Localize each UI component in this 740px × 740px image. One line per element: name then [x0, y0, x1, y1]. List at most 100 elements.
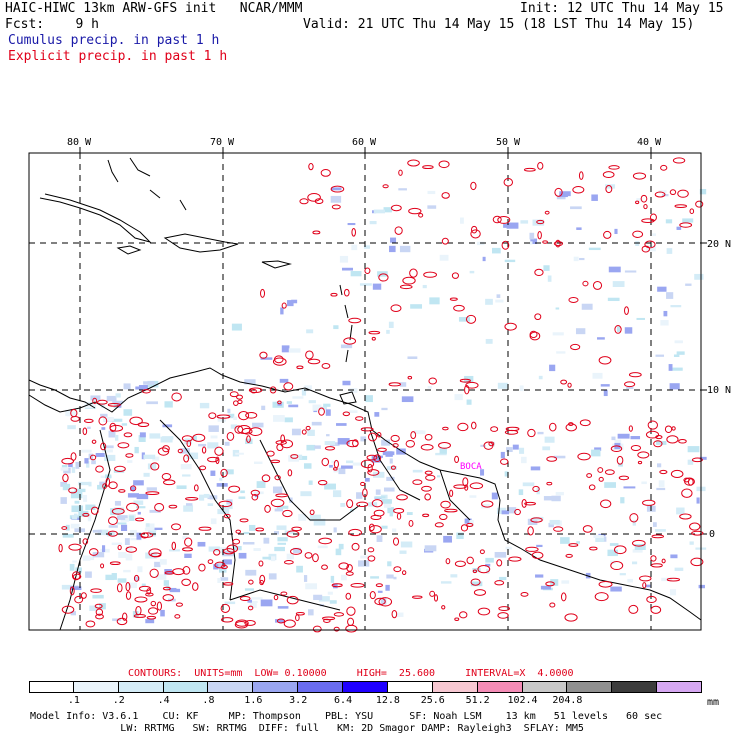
- cumulus-cell: [669, 589, 677, 596]
- cumulus-cell: [392, 528, 397, 533]
- cumulus-cell: [460, 217, 464, 224]
- cumulus-cell: [347, 223, 356, 226]
- explicit-contour: [90, 588, 102, 593]
- explicit-contour: [331, 204, 341, 210]
- cumulus-cell: [74, 513, 78, 517]
- explicit-contour: [496, 559, 503, 567]
- cumulus-cell: [208, 425, 219, 432]
- cumulus-cell: [506, 447, 513, 452]
- cumulus-cell: [547, 275, 552, 282]
- cumulus-cell: [507, 507, 517, 514]
- cumulus-cell: [652, 233, 656, 236]
- cumulus-cell: [182, 474, 191, 477]
- cumulus-cell: [321, 406, 328, 410]
- cumulus-cell: [208, 546, 220, 552]
- cumulus-cell: [413, 430, 424, 434]
- explicit-contour: [201, 446, 207, 454]
- cumulus-cell: [492, 247, 501, 254]
- cumulus-cell: [311, 421, 322, 426]
- explicit-contour: [565, 423, 577, 432]
- cumulus-cell: [128, 515, 135, 521]
- contours-info: CONTOURS: UNITS=mm LOW= 0.10000 HIGH= 25…: [128, 668, 574, 679]
- cumulus-cell: [308, 400, 316, 404]
- cumulus-cell: [356, 492, 363, 499]
- explicit-contour: [236, 394, 244, 400]
- coastline-segment: [439, 469, 471, 521]
- explicit-contour: [368, 523, 375, 532]
- cumulus-cell: [112, 418, 123, 422]
- cumulus-cell: [666, 248, 673, 254]
- explicit-contour: [666, 435, 679, 444]
- cumulus-cell: [519, 447, 525, 454]
- explicit-contour: [248, 579, 254, 585]
- cumulus-cell: [666, 292, 674, 299]
- cumulus-cell: [636, 198, 643, 202]
- cumulus-cell: [276, 525, 287, 530]
- cumulus-cell: [504, 259, 516, 263]
- explicit-contour: [604, 469, 615, 475]
- explicit-contour: [149, 568, 159, 578]
- explicit-contour: [529, 331, 541, 341]
- explicit-contour: [318, 537, 333, 545]
- cumulus-cell: [427, 205, 437, 209]
- cumulus-cell: [537, 431, 544, 435]
- cumulus-cell: [92, 552, 105, 558]
- explicit-contour: [150, 462, 160, 471]
- cumulus-cell: [146, 487, 157, 491]
- explicit-contour: [605, 185, 613, 194]
- explicit-contour: [138, 585, 151, 592]
- colorbar-swatch: [118, 681, 164, 693]
- cumulus-cell: [105, 445, 114, 449]
- cumulus-cell: [274, 546, 285, 552]
- explicit-contour: [371, 499, 383, 508]
- explicit-contour: [378, 273, 389, 282]
- cumulus-cell: [331, 187, 342, 191]
- explicit-contour: [171, 523, 182, 531]
- cumulus-cell: [70, 586, 82, 591]
- cumulus-cell: [138, 435, 146, 442]
- explicit-contour: [610, 560, 624, 571]
- explicit-contour: [650, 555, 657, 562]
- explicit-contour: [525, 546, 539, 552]
- explicit-contour: [317, 480, 328, 486]
- cumulus-cell: [576, 227, 582, 230]
- explicit-contour: [146, 588, 152, 595]
- cumulus-cell: [249, 601, 257, 608]
- colorbar-tick-label: 1.6: [244, 695, 263, 706]
- explicit-contour: [95, 465, 104, 473]
- cumulus-cell: [132, 610, 139, 618]
- colorbar-tick-label: 25.6: [420, 695, 445, 706]
- explicit-contour: [422, 513, 430, 518]
- explicit-contour: [677, 189, 689, 198]
- cumulus-cell: [573, 256, 579, 262]
- explicit-contour: [378, 597, 393, 607]
- cumulus-cell: [123, 383, 131, 390]
- explicit-contour: [602, 171, 615, 179]
- explicit-contour: [664, 425, 673, 434]
- explicit-contour: [577, 452, 591, 461]
- explicit-contour: [464, 385, 470, 395]
- cumulus-cell: [372, 471, 385, 478]
- colorbar-swatch: [477, 681, 523, 693]
- explicit-contour: [488, 441, 495, 447]
- cumulus-cell: [500, 451, 505, 459]
- colorbar-tick-label: 12.8: [375, 695, 400, 706]
- cumulus-cell: [301, 389, 307, 396]
- explicit-contour: [237, 425, 251, 435]
- explicit-contour: [650, 605, 662, 614]
- explicit-contour: [163, 479, 176, 486]
- cumulus-cell: [570, 206, 582, 210]
- cumulus-cell: [480, 444, 486, 447]
- explicit-contour: [666, 577, 681, 582]
- colorbar-swatch: [163, 681, 209, 693]
- explicit-contour: [89, 454, 97, 461]
- cumulus-cell: [480, 469, 485, 476]
- cumulus-legend: Cumulus precip. in past 1 h: [8, 33, 220, 48]
- cumulus-cell: [329, 464, 333, 468]
- explicit-contour: [168, 504, 178, 509]
- cumulus-cell: [635, 241, 640, 246]
- cumulus-cell: [658, 480, 665, 488]
- cumulus-cell: [260, 357, 273, 360]
- explicit-contour: [58, 543, 63, 553]
- explicit-contour: [161, 472, 172, 481]
